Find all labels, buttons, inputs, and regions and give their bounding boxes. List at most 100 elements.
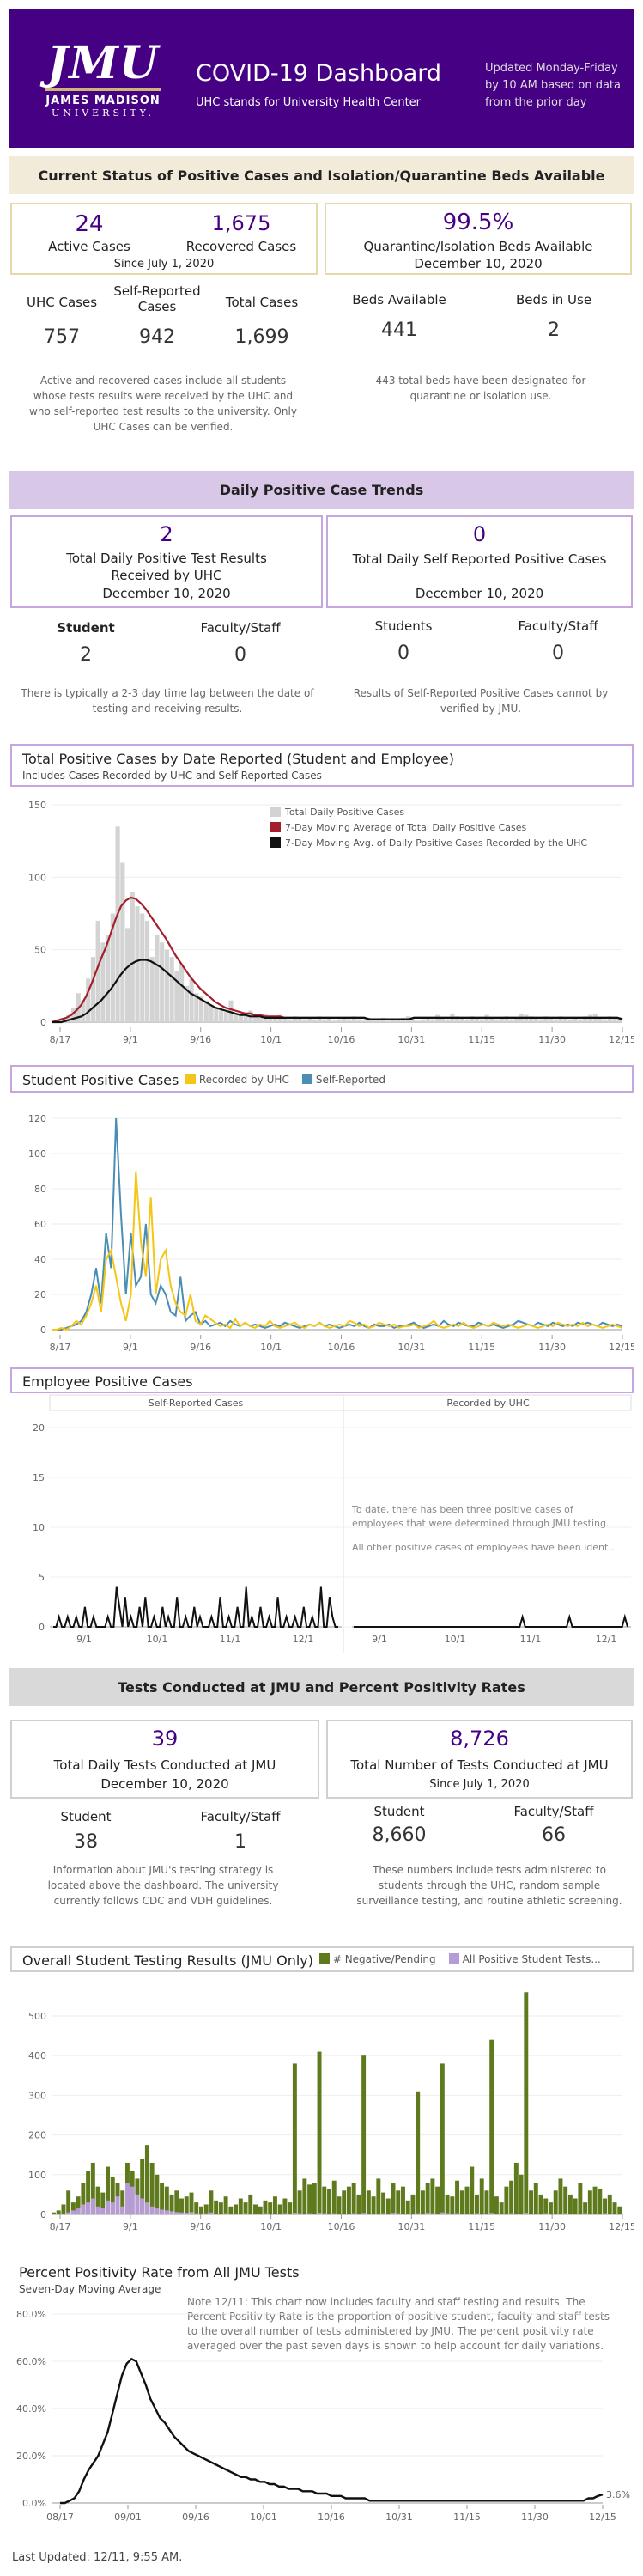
negative-bar: [258, 2206, 263, 2214]
negative-bar: [592, 2186, 598, 2214]
legend-swatch: [270, 822, 281, 832]
employee-note-2: All other positive cases of employees ha…: [352, 1542, 615, 1553]
beds-note-total: 443: [375, 375, 396, 387]
y-tick-label: 50: [34, 945, 46, 956]
y-tick-label: 400: [28, 2050, 46, 2061]
negative-bar: [475, 2194, 479, 2214]
legend-negative-label: # Negative/Pending: [332, 1953, 436, 1965]
negative-bar: [110, 2177, 115, 2214]
x-tick-label: 9/16: [190, 1034, 211, 1045]
daily-total-bar: [391, 1019, 396, 1022]
legend-positive-label: All Positive Student Tests...: [462, 1953, 601, 1965]
negative-bar: [337, 2196, 342, 2214]
negative-bar: [617, 2206, 622, 2214]
chart-total-positive: 0 50 100 150 8/17 9/1 9/16 10/1 10/16 10/31 11/15 1…: [28, 800, 634, 1045]
jmu-logo-mark: JMU: [46, 37, 160, 89]
negative-bar: [174, 2190, 179, 2214]
total-cases-value: 1,699: [234, 326, 289, 348]
negative-bar: [95, 2186, 100, 2214]
negative-bar: [209, 2190, 214, 2214]
y-tick-label: 500: [28, 2011, 46, 2022]
daily-total-bar: [440, 1017, 446, 1022]
total-tests-value: 8,726: [450, 1726, 509, 1751]
chart1-title: Total Positive Cases by Date Reported (S…: [22, 751, 454, 767]
daily-total-bar: [155, 935, 160, 1022]
logo-underline: [45, 88, 161, 91]
positive-bar: [144, 2202, 149, 2214]
legend-label: 7-Day Moving Average of Total Daily Posi…: [285, 822, 527, 833]
chart3-plot: Self-Reported Cases Recorded by UHC 0 5 10 15…: [33, 1394, 632, 1653]
negative-bar: [292, 2063, 297, 2214]
positive-bar: [66, 2212, 71, 2214]
negative-bar: [203, 2204, 209, 2214]
beds-available-card: 99.5% Quarantine/Isolation Beds Availabl…: [325, 203, 632, 275]
daily-total-bar: [272, 1017, 278, 1022]
x-tick-label: 11/15: [468, 1034, 495, 1045]
daily-total-bar: [499, 1017, 504, 1022]
daily-total-bar: [489, 1017, 494, 1022]
chart5-title: Percent Positivity Rate from All JMU Tes…: [19, 2264, 300, 2281]
negative-bar: [445, 2194, 450, 2214]
negative-bar: [184, 2196, 189, 2214]
legend-swatch: [270, 807, 281, 817]
negative-bar: [322, 2186, 327, 2214]
negative-bar: [509, 2180, 514, 2214]
self-report-note: Results of Self-Reported Positive Cases …: [353, 687, 609, 715]
negative-bar: [479, 2178, 484, 2214]
daily-total-bar: [553, 1019, 558, 1022]
daily-total-bar: [302, 1019, 307, 1022]
daily-total-bar: [179, 964, 185, 1022]
positive-bar: [489, 2213, 494, 2214]
positive-bar: [115, 2196, 120, 2214]
employee-note-box: To date, there has been three positive c…: [352, 1504, 615, 1553]
chart3-title-box: Employee Positive Cases: [10, 1367, 634, 1393]
x-tick-label: 10/01: [250, 2512, 277, 2523]
positive-bar: [292, 2213, 297, 2214]
x-tick-label: 09/01: [114, 2512, 142, 2523]
positive-bar: [189, 2212, 194, 2214]
negative-bar: [603, 2198, 608, 2214]
daily-total-bar: [479, 1019, 484, 1022]
active-recovered-card: 24 Active Cases 1,675 Recovered Cases Si…: [10, 203, 318, 275]
negative-bar: [519, 2174, 524, 2214]
negative-bar: [346, 2186, 351, 2214]
negative-bar: [253, 2204, 258, 2214]
y-tick-label: 20: [33, 1422, 45, 1434]
jmu-logo[interactable]: JMU JAMES MADISON UNIVERSITY.: [34, 41, 172, 119]
tests-student-value: 38: [74, 1831, 98, 1853]
daily-total-bar: [282, 1017, 288, 1022]
negative-bar: [430, 2178, 435, 2214]
negative-bar: [361, 2055, 367, 2214]
x-tick-label: 10/16: [328, 1034, 355, 1045]
chart2-legend[interactable]: Recorded by UHC Self-Reported: [185, 1074, 385, 1086]
self-reported-cases-label: Self-Reported Cases: [113, 283, 201, 314]
daily-total-bar: [603, 1019, 608, 1022]
x-tick-label: 11/30: [538, 1342, 566, 1353]
x-tick-label: 10/16: [328, 1342, 355, 1353]
section-tests: Tests Conducted at JMU and Percent Posit…: [9, 1668, 634, 1706]
daily-total-bar: [209, 1004, 214, 1022]
tests-faculty-value: 1: [234, 1831, 246, 1853]
negative-bar: [238, 2198, 243, 2214]
daily-total-bar: [140, 913, 145, 1022]
positive-bar: [361, 2213, 367, 2214]
negative-bar: [66, 2190, 71, 2214]
positive-bar: [90, 2198, 95, 2214]
dashboard-header: JMU JAMES MADISON UNIVERSITY. COVID-19 D…: [9, 9, 634, 148]
daily-total-bar: [416, 1020, 421, 1022]
daily-total-bar: [567, 1019, 573, 1022]
negative-bar: [558, 2178, 563, 2214]
legend-negative-swatch: [319, 1953, 330, 1964]
x-tick-label: 11/30: [538, 2221, 566, 2232]
negative-bar: [416, 2091, 421, 2214]
x-tick-label: 9/1: [123, 1034, 138, 1045]
chart4-legend[interactable]: # Negative/Pending All Positive Student …: [319, 1953, 601, 1965]
y-tick-label: 100: [28, 1148, 46, 1160]
uhc-daily-value: 2: [160, 522, 173, 546]
daily-total-bar: [322, 1019, 327, 1022]
x-tick-label: 11/1: [520, 1634, 542, 1645]
daily-total-bar: [396, 1019, 401, 1022]
y-tick-label: 40: [34, 1254, 46, 1265]
negative-bar: [598, 2188, 603, 2214]
negative-bar: [268, 2202, 273, 2214]
